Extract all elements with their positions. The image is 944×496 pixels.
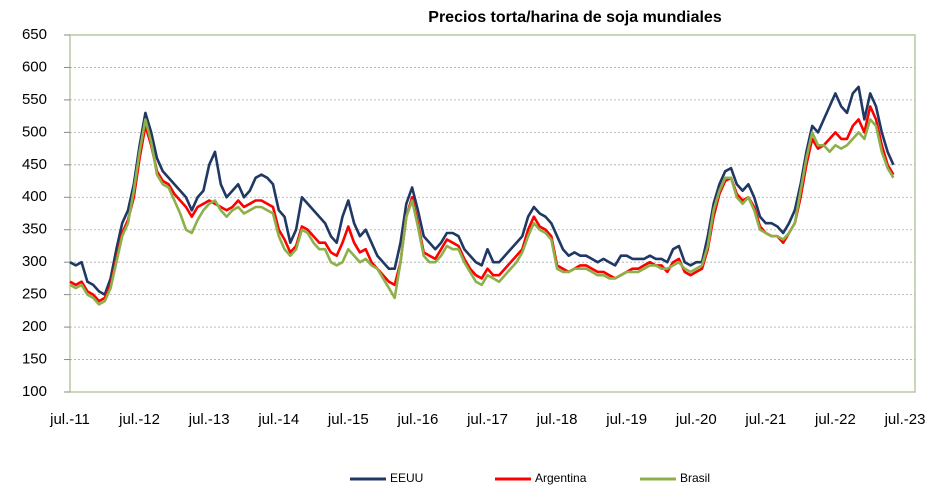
y-tick-label: 250 xyxy=(22,286,47,303)
y-tick-label: 400 xyxy=(22,188,47,205)
y-tick-label: 150 xyxy=(22,351,47,368)
x-tick-label: jul.-18 xyxy=(536,411,578,428)
x-tick-label: jul.-15 xyxy=(327,411,369,428)
x-tick-label: jul.-17 xyxy=(466,411,508,428)
x-tick-label: jul.-19 xyxy=(605,411,647,428)
x-tick-label: jul.-16 xyxy=(396,411,438,428)
chart-title: Precios torta/harina de soja mundiales xyxy=(428,9,722,26)
x-tick-label: jul.-20 xyxy=(675,411,717,428)
series-line xyxy=(69,118,895,306)
x-tick-label: jul.-21 xyxy=(744,411,786,428)
y-tick-label: 200 xyxy=(22,318,47,335)
y-tick-label: 550 xyxy=(22,91,47,108)
y-tick-label: 600 xyxy=(22,58,47,75)
x-tick-label: jul.-23 xyxy=(884,411,926,428)
x-tick-label: jul.-22 xyxy=(814,411,856,428)
y-tick-label: 500 xyxy=(22,123,47,140)
y-tick-label: 450 xyxy=(22,156,47,173)
y-tick-label: 650 xyxy=(22,26,47,43)
legend-label: Argentina xyxy=(535,471,587,485)
y-tick-label: 350 xyxy=(22,221,47,238)
plot-frame xyxy=(69,34,916,393)
x-tick-label: jul.-12 xyxy=(118,411,160,428)
y-tick-label: 300 xyxy=(22,253,47,270)
x-tick-label: jul.-13 xyxy=(188,411,230,428)
x-tick-label: jul.-11 xyxy=(49,411,90,428)
series-line xyxy=(69,85,895,296)
y-tick-label: 100 xyxy=(22,383,47,400)
x-tick-label: jul.-14 xyxy=(257,411,299,428)
legend-label: Brasil xyxy=(680,471,710,485)
legend-label: EEUU xyxy=(390,471,423,485)
